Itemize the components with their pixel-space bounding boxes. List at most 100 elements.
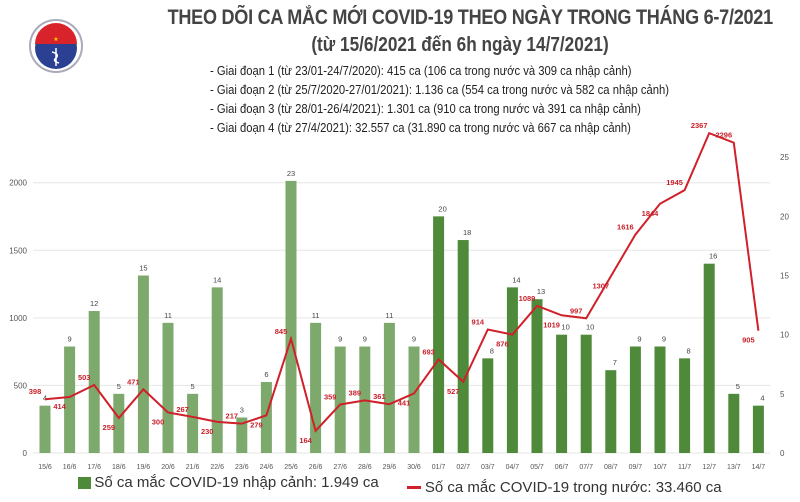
legend-bar-swatch: [78, 476, 92, 489]
bar: [728, 393, 740, 453]
phase-line: - Giai đoạn 1 (từ 23/01-24/7/2020): 415 …: [210, 64, 632, 78]
bar-label: 12: [90, 299, 98, 308]
left-axis-tick: 1000: [9, 314, 27, 323]
line-label: 259: [103, 423, 116, 432]
bar-label: 16: [709, 252, 717, 261]
bar-label: 23: [287, 169, 295, 178]
bar: [605, 370, 617, 453]
bar-label: 9: [338, 335, 342, 344]
bar: [408, 346, 420, 453]
bar: [162, 322, 174, 453]
bar: [211, 287, 223, 453]
x-axis-tick: 04/7: [506, 464, 520, 471]
x-axis-tick: 21/6: [186, 464, 200, 471]
bar: [457, 240, 469, 453]
x-axis-tick: 01/7: [432, 464, 446, 471]
line-label: 414: [53, 402, 66, 411]
x-axis-tick: 16/6: [63, 464, 77, 471]
left-axis-tick: 2000: [9, 179, 27, 188]
x-axis-tick: 13/7: [727, 464, 741, 471]
bar-label: 5: [117, 382, 121, 391]
bar: [64, 346, 76, 453]
bar: [236, 417, 248, 453]
legend-line-swatch: [406, 485, 421, 489]
bar-label: 9: [363, 335, 367, 344]
line-label: 279: [250, 420, 263, 429]
chart-title: THEO DÕI CA MẮC MỚI COVID-19 THEO NGÀY T…: [167, 6, 774, 29]
x-axis-tick: 22/6: [210, 464, 224, 471]
bar: [654, 346, 666, 453]
bar-label: 11: [386, 311, 394, 320]
x-axis-tick: 09/7: [629, 464, 643, 471]
bar: [334, 346, 346, 453]
x-axis-tick: 29/6: [383, 464, 397, 471]
x-axis-tick: 27/6: [333, 464, 347, 471]
line-label: 361: [373, 392, 386, 401]
bar: [580, 334, 592, 453]
x-axis-tick: 26/6: [309, 464, 323, 471]
x-axis-tick: 06/7: [555, 464, 569, 471]
bar: [88, 311, 100, 453]
x-axis-tick: 05/7: [530, 464, 544, 471]
ministry-of-health-logo: ★: [29, 19, 83, 73]
bar: [137, 275, 149, 453]
left-axis-tick: 1500: [9, 246, 27, 255]
line-label: 914: [472, 317, 485, 326]
bar-label: 20: [438, 204, 446, 213]
bar-label: 9: [412, 335, 416, 344]
legend-bar-label: Số ca mắc COVID-19 nhập cảnh: 1.949 ca: [94, 474, 379, 491]
line-label: 389: [349, 388, 362, 397]
bar: [556, 334, 568, 453]
line-label: 1019: [543, 320, 560, 329]
line-label: 1844: [642, 209, 660, 218]
bar-label: 4: [760, 394, 764, 403]
bar: [285, 180, 297, 453]
bar-label: 11: [312, 311, 320, 320]
bar-label: 13: [537, 287, 545, 296]
x-axis-tick: 18/6: [112, 464, 126, 471]
bar: [752, 405, 764, 453]
legend-line-label: Số ca mắc COVID-19 trong nước: 33.460 ca: [424, 478, 722, 496]
x-axis-tick: 30/6: [407, 464, 421, 471]
line-label: 1945: [666, 178, 683, 187]
bar: [383, 322, 395, 453]
x-axis-tick: 08/7: [604, 464, 618, 471]
svg-text:★: ★: [53, 36, 58, 43]
bar: [310, 322, 322, 453]
chart-subtitle: (từ 15/6/2021 đến 6h ngày 14/7/2021): [311, 34, 609, 56]
line-label: 217: [226, 412, 239, 421]
domestic-line: [44, 131, 760, 433]
line-label: 471: [127, 377, 140, 386]
line-label: 693: [422, 347, 435, 356]
x-axis-tick: 07/7: [579, 464, 593, 471]
bar-label: 8: [490, 346, 494, 355]
bar-label: 5: [736, 382, 740, 391]
bar: [679, 358, 691, 453]
x-axis-tick: 02/7: [456, 464, 470, 471]
right-axis-tick: 5: [780, 390, 785, 399]
line-label: 503: [78, 373, 91, 382]
x-axis-tick: 14/7: [752, 464, 766, 471]
x-axis-tick: 11/7: [678, 464, 691, 471]
bar-label: 10: [586, 323, 594, 332]
bar-label: 9: [662, 335, 666, 344]
left-axis-tick: 0: [23, 449, 28, 458]
bar-label: 8: [687, 346, 691, 355]
bar-label: 18: [463, 228, 471, 237]
bar-label: 6: [264, 370, 268, 379]
x-axis-tick: 25/6: [284, 464, 298, 471]
line-label: 164: [299, 436, 312, 445]
x-axis-tick: 20/6: [161, 464, 175, 471]
right-axis-tick: 15: [780, 272, 789, 281]
bar-label: 9: [637, 335, 641, 344]
line-label: 2296: [715, 131, 732, 140]
bar-label: 10: [561, 323, 569, 332]
bar: [506, 287, 518, 453]
bar-label: 14: [512, 275, 520, 284]
phase-line: - Giai đoạn 2 (từ 25/7/2020-27/01/2021):…: [210, 83, 669, 97]
line-label: 527: [447, 387, 460, 396]
line-label: 1089: [519, 294, 536, 303]
line-label: 230: [201, 427, 214, 436]
bar-label: 4: [43, 394, 47, 403]
combo-chart: 0500100015002000051015202549125151151436…: [9, 121, 789, 471]
